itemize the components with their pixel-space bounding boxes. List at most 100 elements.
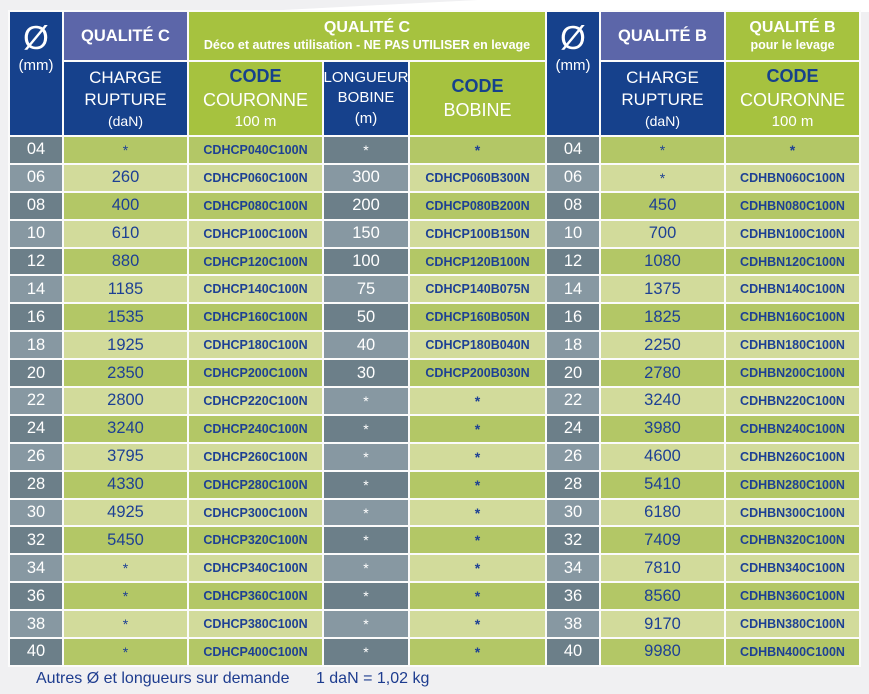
- diameter-cell-b: 20: [547, 360, 599, 387]
- code-couronne-c-cell: CDHCP260C100N: [189, 443, 322, 470]
- charge-c-cell: *: [64, 555, 187, 582]
- charge-b-cell: *: [601, 164, 724, 191]
- longueur-bobine-cell: 40: [324, 332, 408, 359]
- quality-c-deco-subtitle: Déco et autres utilisation - NE PAS UTIL…: [203, 38, 531, 53]
- diameter-cell: 10: [10, 220, 62, 247]
- code-couronne-c-cell: CDHCP180C100N: [189, 332, 322, 359]
- quality-b-band: QUALITÉ B: [601, 12, 724, 60]
- charge-b-cell: 450: [601, 192, 724, 219]
- code-couronne-c-cell: CDHCP100C100N: [189, 220, 322, 247]
- code-couronne-b-cell: *: [726, 137, 859, 163]
- charge-b-cell: 3240: [601, 388, 724, 414]
- quality-b-levage-subtitle: pour le levage: [750, 38, 835, 53]
- diameter-cell-b: 26: [547, 443, 599, 470]
- charge-rupture-header-c: CHARGE RUPTURE (daN): [64, 62, 187, 135]
- charge-c-cell: *: [64, 611, 187, 638]
- charge-b-cell: 9980: [601, 639, 724, 665]
- code-couronne-b-cell: CDHBN140C100N: [726, 276, 859, 303]
- charge-b-cell: 700: [601, 220, 724, 247]
- diameter-cell: 36: [10, 583, 62, 610]
- charge-c-cell: 880: [64, 248, 187, 275]
- longueur-bobine-cell: 200: [324, 192, 408, 219]
- quality-c-band: QUALITÉ C: [64, 12, 187, 60]
- diameter-cell: 38: [10, 611, 62, 638]
- code-word: CODE: [451, 76, 504, 97]
- diameter-unit: (mm): [555, 57, 591, 74]
- code-couronne-b-cell: CDHBN220C100N: [726, 388, 859, 414]
- code-couronne-b-cell: CDHBN340C100N: [726, 555, 859, 582]
- footer-note: Autres Ø et longueurs sur demande 1 daN …: [36, 670, 429, 688]
- charge-b-cell: 9170: [601, 611, 724, 638]
- bobine-word: BOBINE: [443, 99, 512, 120]
- diameter-cell: 08: [10, 192, 62, 219]
- diameter-cell: 26: [10, 443, 62, 470]
- diameter-cell-b: 04: [547, 137, 599, 163]
- code-bobine-cell: *: [410, 555, 545, 582]
- charge-b-cell: 1080: [601, 248, 724, 275]
- charge-unit: (daN): [644, 112, 680, 129]
- code-couronne-b-cell: CDHBN200C100N: [726, 360, 859, 387]
- longueur-bobine-cell: *: [324, 415, 408, 442]
- diameter-cell: 18: [10, 332, 62, 359]
- code-bobine-cell: *: [410, 471, 545, 498]
- longueur-bobine-cell: 150: [324, 220, 408, 247]
- charge-b-cell: 5410: [601, 471, 724, 498]
- charge-c-cell: 400: [64, 192, 187, 219]
- longueur-bobine-cell: *: [324, 639, 408, 665]
- diameter-cell-b: 28: [547, 471, 599, 498]
- longueur-bobine-cell: 50: [324, 304, 408, 331]
- code-bobine-cell: *: [410, 415, 545, 442]
- diameter-unit: (mm): [18, 57, 54, 74]
- charge-c-cell: *: [64, 137, 187, 163]
- charge-rupture-header-b: CHARGE RUPTURE (daN): [601, 62, 724, 135]
- diameter-cell: 12: [10, 248, 62, 275]
- charge-b-cell: 1375: [601, 276, 724, 303]
- longueur-bobine-cell: *: [324, 527, 408, 554]
- code-couronne-b-cell: CDHBN300C100N: [726, 499, 859, 526]
- longueur-bobine-cell: *: [324, 499, 408, 526]
- diameter-cell: 28: [10, 471, 62, 498]
- diameter-cell: 06: [10, 164, 62, 191]
- diameter-cell-b: 36: [547, 583, 599, 610]
- code-bobine-cell: CDHCP160B050N: [410, 304, 545, 331]
- diameter-cell-b: 14: [547, 276, 599, 303]
- longueur-unit: (m): [354, 109, 378, 127]
- couronne-word: COURONNE: [202, 89, 308, 110]
- code-couronne-b-cell: CDHBN320C100N: [726, 527, 859, 554]
- charge-b-cell: 3980: [601, 415, 724, 442]
- code-couronne-header-b: CODE COURONNE 100 m: [726, 62, 859, 135]
- code-couronne-c-cell: CDHCP080C100N: [189, 192, 322, 219]
- code-bobine-cell: *: [410, 583, 545, 610]
- diameter-cell: 22: [10, 388, 62, 414]
- code-couronne-header-c: CODE COURONNE 100 m: [189, 62, 322, 135]
- longueur-bobine-header: LONGUEUR BOBINE (m): [324, 62, 409, 135]
- code-word: CODE: [766, 66, 819, 87]
- diameter-cell: 04: [10, 137, 62, 163]
- longueur-bobine-cell: *: [324, 471, 408, 498]
- code-couronne-c-cell: CDHCP120C100N: [189, 248, 322, 275]
- longueur-bobine-cell: 75: [324, 276, 408, 303]
- code-couronne-c-cell: CDHCP300C100N: [189, 499, 322, 526]
- diameter-symbol: Ø: [560, 19, 586, 56]
- code-couronne-b-cell: CDHBN120C100N: [726, 248, 859, 275]
- code-couronne-c-cell: CDHCP400C100N: [189, 639, 322, 665]
- code-couronne-b-cell: CDHBN240C100N: [726, 415, 859, 442]
- code-bobine-cell: *: [410, 137, 545, 163]
- code-couronne-c-cell: CDHCP160C100N: [189, 304, 322, 331]
- code-couronne-b-cell: CDHBN260C100N: [726, 443, 859, 470]
- charge-c-cell: 1185: [64, 276, 187, 303]
- charge-c-cell: 2350: [64, 360, 187, 387]
- charge-b-cell: 6180: [601, 499, 724, 526]
- diameter-cell: 24: [10, 415, 62, 442]
- longueur-bobine-cell: *: [324, 583, 408, 610]
- code-word: CODE: [229, 66, 282, 87]
- quality-b-levage-band: QUALITÉ B pour le levage: [726, 12, 859, 60]
- charge-b-cell: 4600: [601, 443, 724, 470]
- diameter-cell-b: 08: [547, 192, 599, 219]
- charge-c-cell: 610: [64, 220, 187, 247]
- code-couronne-b-cell: CDHBN380C100N: [726, 611, 859, 638]
- longueur-bobine-cell: *: [324, 137, 408, 163]
- charge-b-cell: 1825: [601, 304, 724, 331]
- code-bobine-cell: *: [410, 611, 545, 638]
- charge-unit: (daN): [107, 112, 143, 129]
